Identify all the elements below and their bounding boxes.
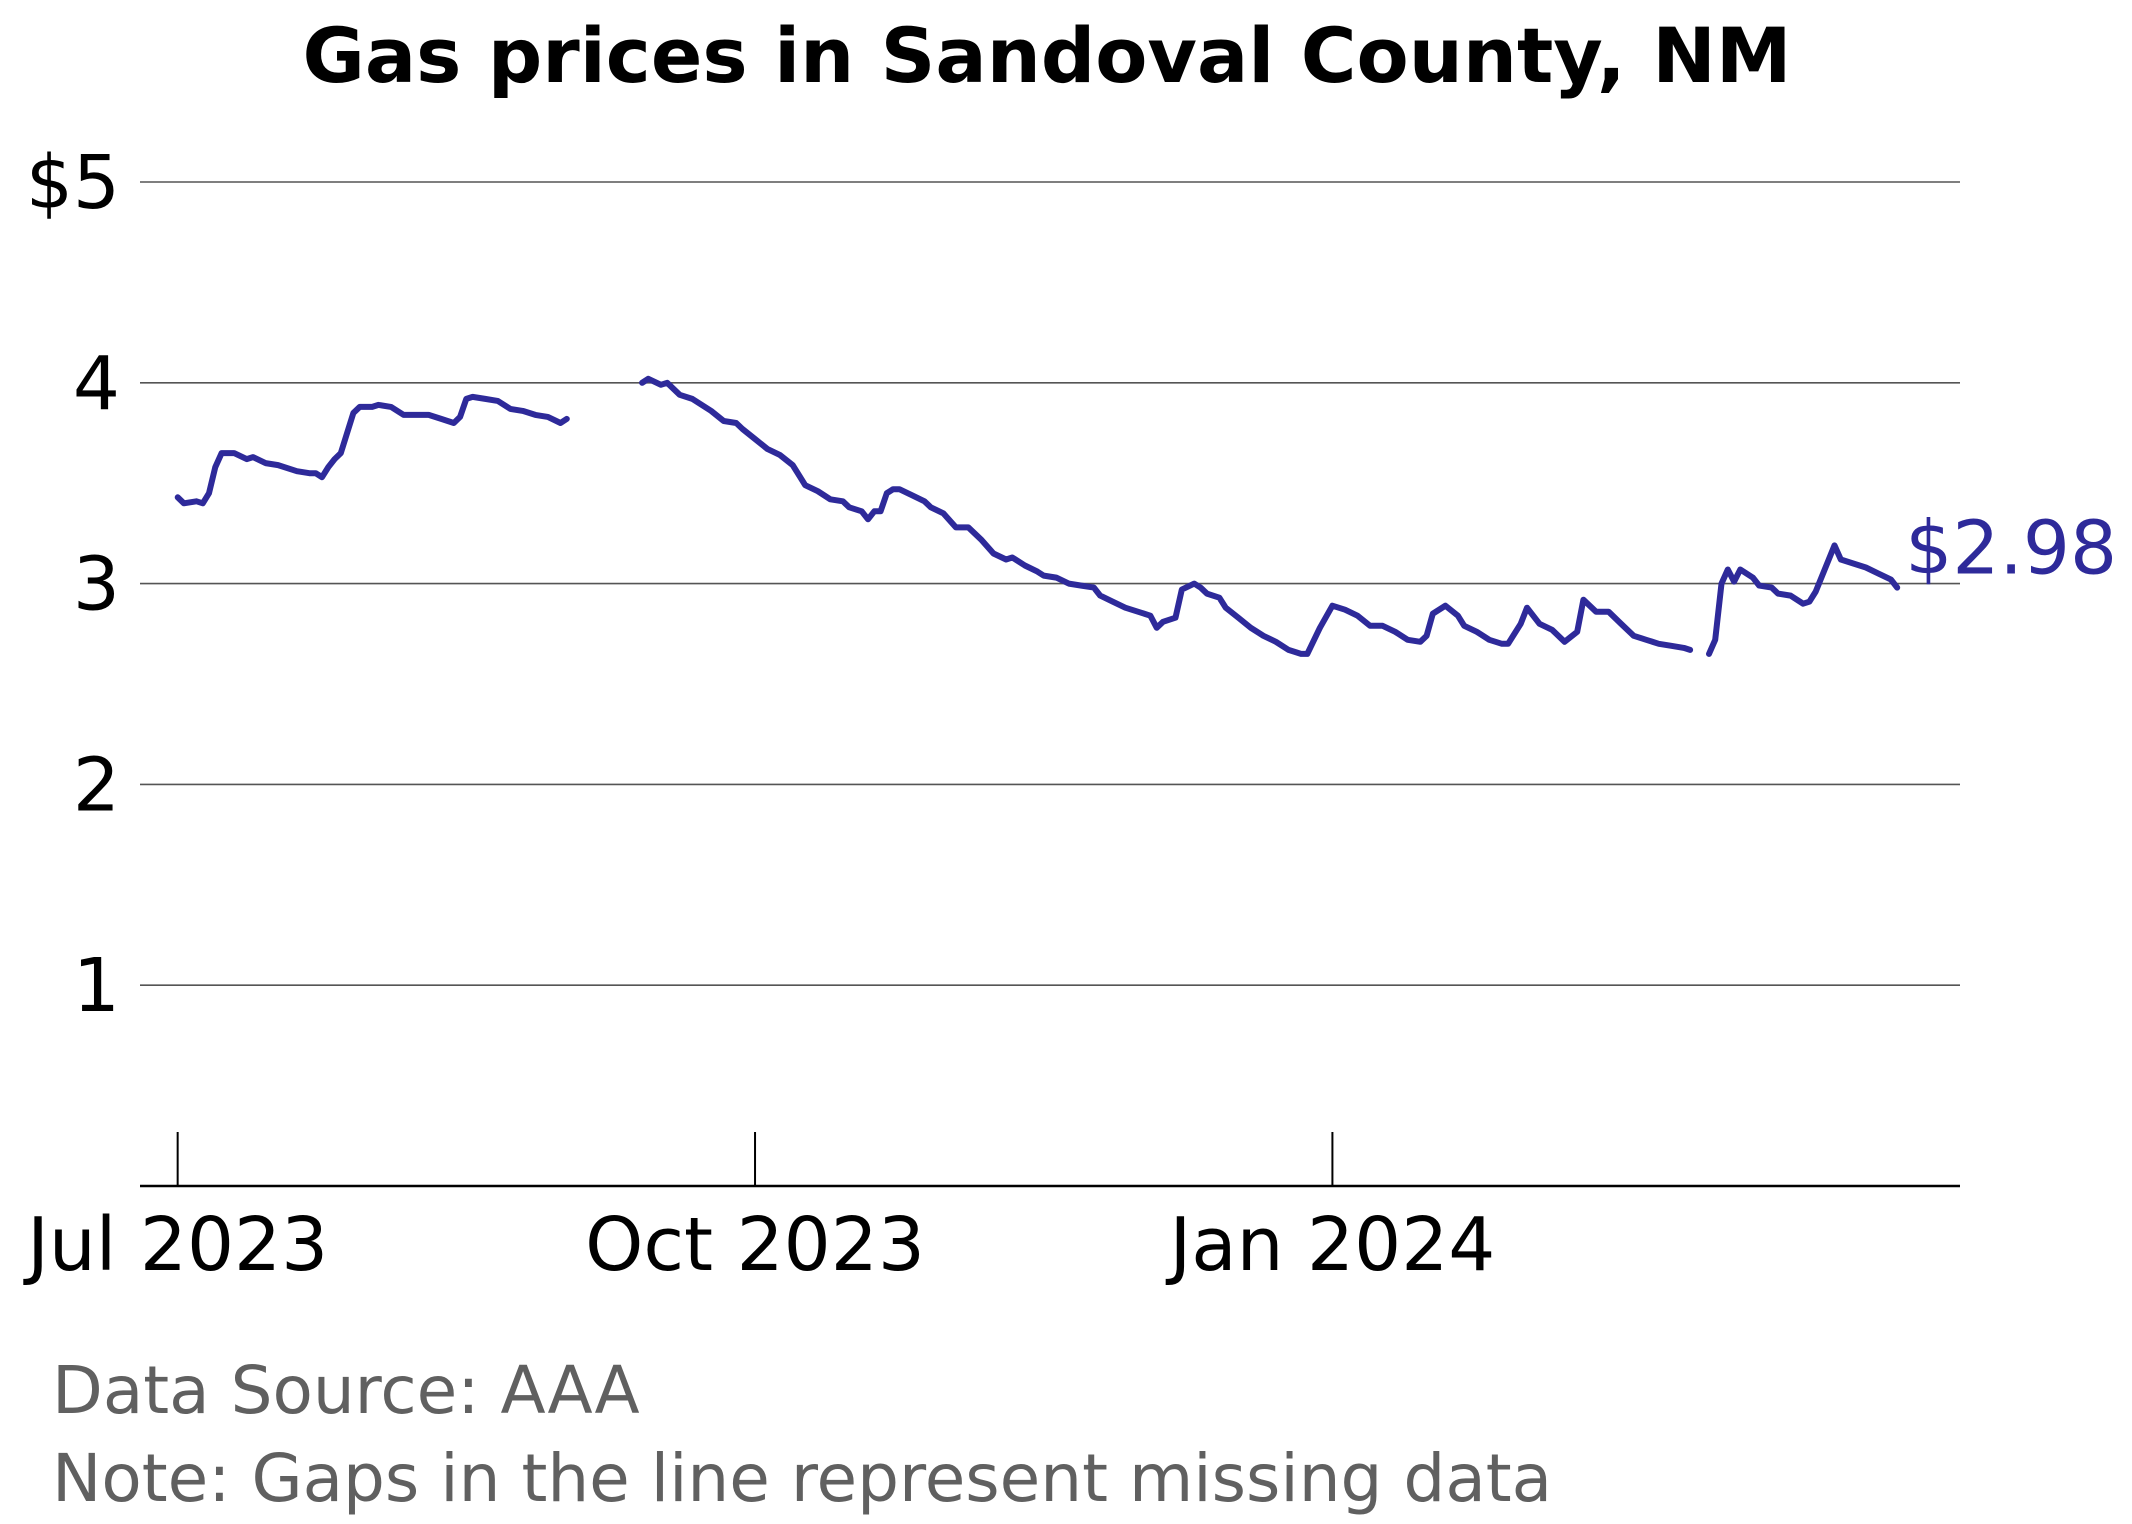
gridlines [140,181,1960,987]
data-source-note: Data Source: AAA [52,1352,640,1429]
y-axis: 1 2 3 4 $5 [26,140,120,1029]
y-tick-label: 3 [73,542,120,628]
price-line-segment [1706,542,1901,657]
y-tick-label: 4 [73,341,120,427]
y-tick-label: 1 [73,943,120,1029]
latest-price-label: $2.98 [1905,506,2117,592]
x-tick-label: Jan 2024 [1165,1202,1495,1288]
price-line-segment [639,375,1694,657]
missing-data-note: Note: Gaps in the line represent missing… [52,1440,1553,1517]
x-tick-label: Jul 2023 [23,1202,328,1288]
x-tick-label: Oct 2023 [585,1202,925,1288]
y-tick-label: $5 [26,140,120,226]
chart-title: Gas prices in Sandoval County, NM [302,11,1791,100]
x-axis: Jul 2023 Oct 2023 Jan 2024 [23,1132,1960,1288]
price-line-segment [174,393,570,507]
price-series [174,375,1901,657]
y-tick-label: 2 [73,742,120,828]
